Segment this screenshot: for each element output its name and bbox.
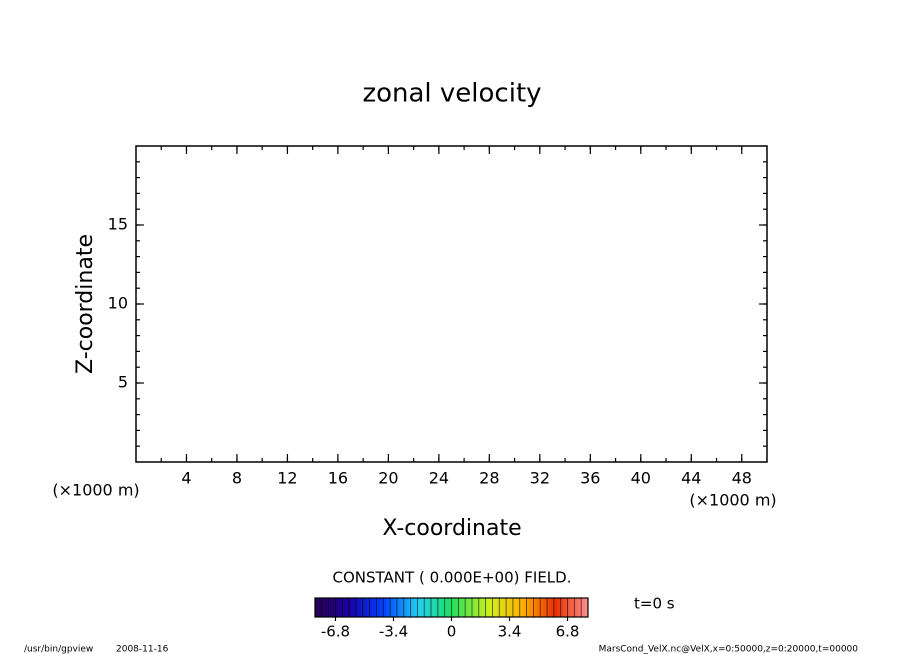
colorbar-tick-label: -3.4 bbox=[379, 623, 408, 641]
x-tick-label: 28 bbox=[479, 469, 499, 488]
field-note: CONSTANT ( 0.000E+00) FIELD. bbox=[333, 569, 572, 587]
x-tick-label: 44 bbox=[681, 469, 701, 488]
x-tick-label: 16 bbox=[328, 469, 348, 488]
plot-frame bbox=[135, 145, 768, 463]
x-tick-label: 32 bbox=[530, 469, 550, 488]
y-tick-label: 15 bbox=[108, 215, 128, 234]
x-axis-label: X-coordinate bbox=[382, 516, 521, 541]
colorbar-tick-label: 3.4 bbox=[498, 623, 522, 641]
time-label: t=0 s bbox=[634, 595, 675, 613]
colorbar-tick-label: -6.8 bbox=[321, 623, 350, 641]
colorbar-tick-label: 6.8 bbox=[556, 623, 580, 641]
x-tick-label: 20 bbox=[378, 469, 398, 488]
x-tick-label: 48 bbox=[732, 469, 752, 488]
x-tick-label: 12 bbox=[277, 469, 297, 488]
y-axis-label: Z-coordinate bbox=[73, 234, 98, 374]
x-tick-label: 36 bbox=[580, 469, 600, 488]
x-tick-label: 4 bbox=[181, 469, 191, 488]
x-tick-label: 24 bbox=[429, 469, 449, 488]
x-tick-label: 40 bbox=[631, 469, 651, 488]
footer-program: /usr/bin/gpview bbox=[24, 645, 93, 654]
y-unit-label: (×1000 m) bbox=[52, 481, 139, 500]
x-tick-label: 8 bbox=[232, 469, 242, 488]
x-unit-label: (×1000 m) bbox=[689, 491, 776, 510]
footer-date: 2008-11-16 bbox=[116, 645, 169, 654]
colorbar-tick-label: 0 bbox=[447, 623, 457, 641]
y-tick-label: 10 bbox=[108, 294, 128, 313]
y-tick-label: 5 bbox=[118, 373, 128, 392]
chart-title: zonal velocity bbox=[362, 79, 541, 109]
footer-source: MarsCond_VelX.nc@VelX,x=0:50000,z=0:2000… bbox=[599, 645, 859, 654]
